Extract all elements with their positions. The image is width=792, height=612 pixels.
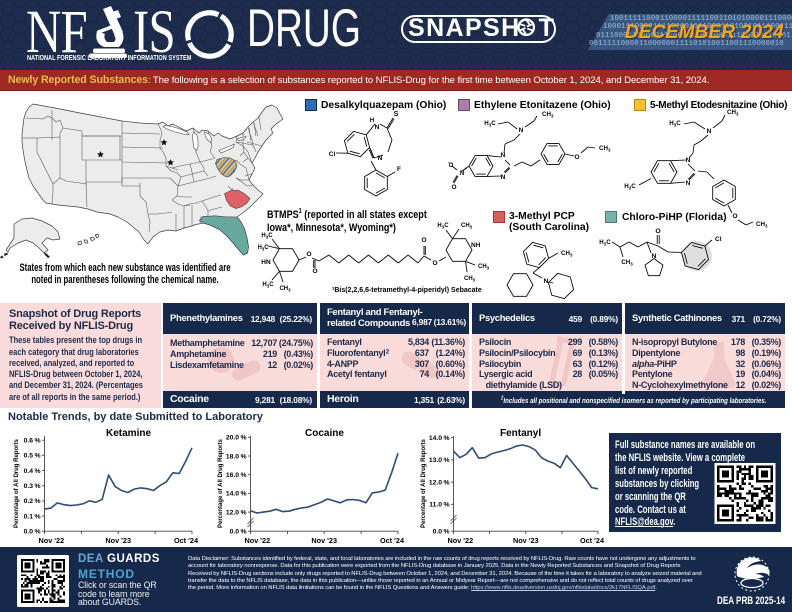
svg-text:N: N: [501, 152, 506, 159]
svg-text:0.1 %: 0.1 %: [24, 513, 41, 520]
svg-text:O: O: [306, 251, 311, 258]
svg-text:O: O: [312, 268, 317, 275]
svg-text:H3C: H3C: [669, 120, 681, 128]
svg-text:CH3: CH3: [727, 109, 739, 117]
svg-text:H3C: H3C: [437, 223, 449, 230]
svg-text:O: O: [451, 184, 456, 191]
svg-text:N: N: [686, 157, 691, 164]
svg-text:Cl: Cl: [329, 151, 336, 158]
svg-text:HN: HN: [261, 259, 271, 266]
svg-text:14.0 %: 14.0 %: [429, 435, 450, 442]
svg-text:Nov '23: Nov '23: [513, 536, 539, 545]
svg-text:CH3: CH3: [621, 259, 633, 267]
svg-text:N: N: [519, 127, 524, 134]
svg-text:N: N: [460, 171, 464, 177]
svg-text:12.0 %: 12.0 %: [429, 479, 450, 486]
svg-text:20.0 %: 20.0 %: [226, 435, 247, 442]
svg-text:N: N: [375, 124, 380, 131]
svg-text:H3C: H3C: [258, 245, 269, 252]
svg-text:Cl: Cl: [715, 236, 722, 243]
svg-text:0.0 %: 0.0 %: [433, 529, 450, 536]
svg-text:Oct '24: Oct '24: [380, 536, 405, 545]
svg-text:Oct '24: Oct '24: [174, 536, 199, 545]
svg-text:H3C: H3C: [262, 282, 274, 289]
svg-text:O: O: [421, 237, 426, 244]
svg-text:Nov '23: Nov '23: [311, 536, 337, 545]
svg-text:CH3: CH3: [279, 286, 291, 293]
svg-text:S: S: [394, 111, 399, 118]
svg-text:+: +: [465, 166, 468, 171]
svg-text:N: N: [544, 278, 549, 285]
svg-text:H3C: H3C: [261, 233, 273, 240]
svg-text:0.5 %: 0.5 %: [24, 453, 41, 460]
svg-text:12.0 %: 12.0 %: [226, 509, 247, 516]
svg-text:O: O: [732, 213, 737, 220]
svg-text:Nov '22: Nov '22: [448, 536, 474, 545]
svg-text:O: O: [449, 163, 454, 169]
svg-text:CH3: CH3: [561, 250, 573, 258]
svg-text:11.0 %: 11.0 %: [429, 502, 449, 509]
svg-text:14.0 %: 14.0 %: [226, 491, 247, 498]
svg-text:0.0 %: 0.0 %: [24, 529, 41, 536]
svg-text:H: H: [370, 117, 375, 124]
svg-text:CH3: CH3: [756, 221, 768, 229]
svg-text:Nov '22: Nov '22: [245, 536, 271, 545]
svg-text:0.0 %: 0.0 %: [230, 529, 247, 536]
svg-text:F: F: [397, 166, 401, 173]
svg-text:H3C: H3C: [624, 183, 636, 191]
svg-text:N: N: [686, 180, 691, 187]
svg-text:Nov '22: Nov '22: [39, 536, 65, 545]
svg-text:0.6 %: 0.6 %: [24, 438, 41, 445]
svg-text:0.2 %: 0.2 %: [24, 498, 41, 505]
svg-text:N: N: [378, 155, 383, 162]
svg-text:N: N: [707, 128, 712, 135]
svg-text:O: O: [432, 260, 437, 267]
svg-text:H3C: H3C: [484, 120, 496, 128]
svg-text:Nov '23: Nov '23: [105, 536, 131, 545]
svg-text:CH3: CH3: [599, 145, 611, 153]
svg-text:Oct '24: Oct '24: [580, 536, 605, 545]
svg-text:–: –: [448, 159, 451, 164]
svg-text:NH: NH: [471, 242, 481, 249]
svg-text:18.0 %: 18.0 %: [226, 453, 247, 460]
svg-text:CH3: CH3: [542, 111, 554, 119]
svg-text:0.4 %: 0.4 %: [24, 468, 41, 475]
svg-text:N: N: [501, 174, 506, 181]
svg-text:13.0 %: 13.0 %: [429, 457, 450, 464]
svg-text:16.0 %: 16.0 %: [226, 472, 247, 479]
svg-text:CH3: CH3: [464, 276, 476, 283]
svg-text:CH3: CH3: [478, 264, 490, 271]
svg-text:CH3: CH3: [461, 223, 473, 230]
svg-text:H3C: H3C: [599, 239, 611, 247]
svg-text:O: O: [655, 228, 660, 235]
svg-text:O: O: [574, 154, 579, 161]
svg-text:0.3 %: 0.3 %: [24, 483, 41, 490]
svg-text:N: N: [652, 253, 657, 260]
